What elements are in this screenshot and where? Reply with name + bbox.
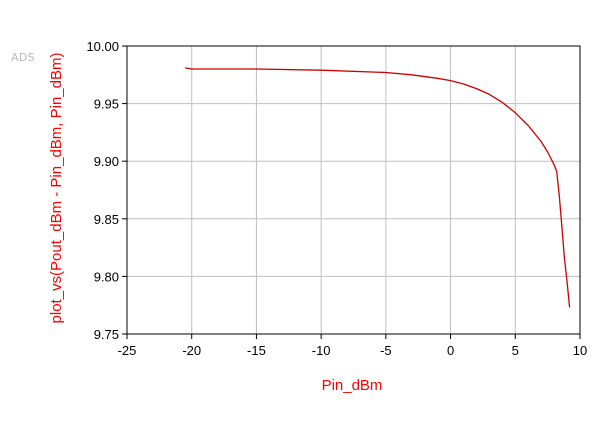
y-tick-label: 9.75 — [94, 327, 119, 342]
y-tick-label: 9.95 — [94, 97, 119, 112]
series-line — [185, 67, 571, 308]
grid-lines — [127, 46, 580, 334]
y-axis-ticks: 9.75 9.80 9.85 9.90 9.95 10.00 — [86, 39, 127, 342]
ads-logo: ADS — [11, 51, 35, 64]
plot-frame — [126, 45, 581, 335]
x-tick-label: 5 — [512, 343, 519, 358]
x-tick-label: -20 — [182, 343, 201, 358]
y-tick-label: 10.00 — [86, 39, 119, 54]
x-tick-label: -15 — [247, 343, 266, 358]
series-group — [185, 67, 571, 308]
x-tick-label: 0 — [447, 343, 454, 358]
y-tick-label: 9.80 — [94, 269, 119, 284]
x-tick-label: 10 — [573, 343, 587, 358]
x-tick-label: -10 — [312, 343, 331, 358]
x-tick-label: -5 — [380, 343, 392, 358]
x-axis-label: Pin_dBm — [322, 377, 383, 394]
y-tick-label: 9.85 — [94, 212, 119, 227]
y-tick-label: 9.90 — [94, 154, 119, 169]
x-tick-label: -25 — [118, 343, 137, 358]
y-axis-label: plot_vs(Pout_dBm - Pin_dBm, Pin_dBm) — [48, 53, 65, 324]
x-axis-ticks: -25 -20 -15 -10 -5 0 5 10 — [118, 334, 587, 358]
